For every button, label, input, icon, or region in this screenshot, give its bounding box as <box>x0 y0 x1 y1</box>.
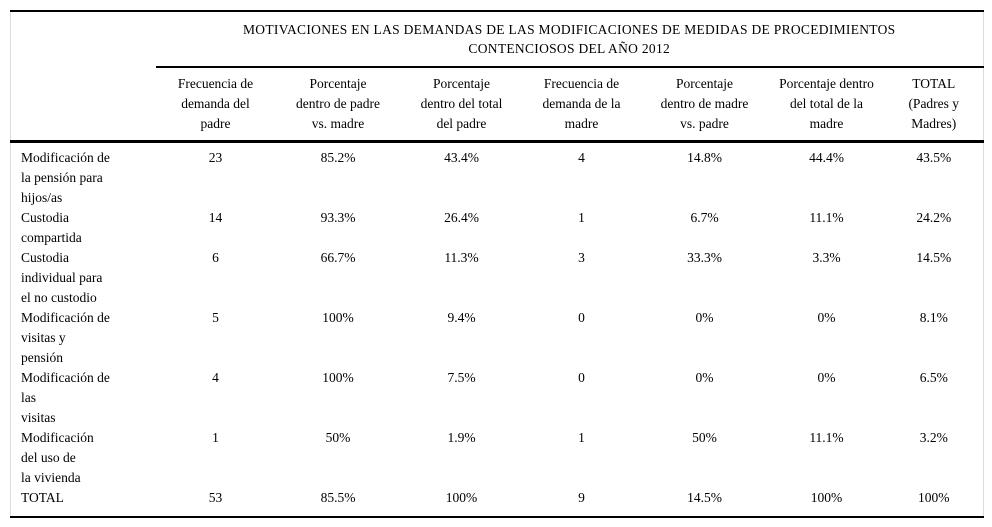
data-cell: 0 <box>578 370 585 385</box>
data-cell: 14.5% <box>687 490 722 505</box>
column-header-porcentaje-padre-vs-madre: Porcentaje dentro de padre vs. madre <box>275 67 401 143</box>
data-cell: 6 <box>212 250 219 265</box>
data-cell: 9.4% <box>447 310 476 325</box>
data-cell: 100% <box>322 310 354 325</box>
data-cell: 26.4% <box>444 210 479 225</box>
table-row: Modificación del uso de la vivienda 1 50… <box>11 428 984 488</box>
row-label: Modificación de visitas y pensión <box>21 310 110 365</box>
corner-header-cell <box>10 67 156 143</box>
column-header-frecuencia-padre: Frecuencia de demanda del padre <box>155 67 276 143</box>
data-cell: 1 <box>578 210 585 225</box>
data-cell: 43.5% <box>916 150 952 165</box>
row-label: Custodia compartida <box>21 210 82 245</box>
row-label: Custodia individual para el no custodio <box>21 250 103 305</box>
data-cell: 24.2% <box>916 210 952 225</box>
data-cell: 1 <box>212 430 219 445</box>
data-cell: 93.3% <box>320 210 356 225</box>
data-cell: 0% <box>817 370 836 385</box>
table-row-total: TOTAL 53 85.5% 100% 9 14.5% 100% 100% <box>11 488 984 517</box>
data-cell: 50% <box>325 430 351 445</box>
table-row: Modificación de las visitas 4 100% 7.5% … <box>11 368 984 428</box>
data-cell: 33.3% <box>687 250 722 265</box>
data-cell: 1.9% <box>447 430 476 445</box>
data-cell: 100% <box>810 490 843 505</box>
data-cell: 85.2% <box>320 150 356 165</box>
data-cell: 9 <box>578 490 585 505</box>
data-cell: 0% <box>695 370 714 385</box>
data-cell: 4 <box>212 370 219 385</box>
data-cell: 11.1% <box>809 430 844 445</box>
header-row: Frecuencia de demanda del padre Porcenta… <box>10 67 984 143</box>
data-cell: 4 <box>578 150 585 165</box>
data-cell: 3 <box>578 250 585 265</box>
data-cell: 43.4% <box>444 150 479 165</box>
data-cell: 0% <box>817 310 836 325</box>
data-cell: 5 <box>212 310 219 325</box>
row-label: TOTAL <box>21 490 64 505</box>
data-cell: 6.7% <box>690 210 719 225</box>
data-cell: 11.1% <box>809 210 844 225</box>
table-row: Custodia individual para el no custodio … <box>11 248 984 308</box>
column-header-porcentaje-madre-vs-padre: Porcentaje dentro de madre vs. padre <box>640 67 769 143</box>
column-header-porcentaje-total-madre: Porcentaje dentro del total de la madre <box>768 67 885 143</box>
data-cell: 85.5% <box>320 490 356 505</box>
data-cell: 23 <box>208 150 223 165</box>
data-cell: 1 <box>578 430 585 445</box>
table-row: Custodia compartida 14 93.3% 26.4% 1 6.7… <box>11 208 984 248</box>
corner-cell <box>11 11 156 67</box>
data-cell: 0 <box>578 310 585 325</box>
data-cell: 50% <box>692 430 717 445</box>
column-header-frecuencia-madre: Frecuencia de demanda de la madre <box>522 67 641 143</box>
data-cell: 14.8% <box>687 150 722 165</box>
data-cell: 11.3% <box>444 250 479 265</box>
data-cell: 7.5% <box>447 370 476 385</box>
data-cell: 100% <box>918 490 950 505</box>
data-cell: 100% <box>322 370 354 385</box>
data-cell: 0% <box>695 310 714 325</box>
column-header-total: TOTAL (Padres y Madres) <box>884 67 984 143</box>
data-cell: 3.2% <box>919 430 948 445</box>
data-cell: 14.5% <box>916 250 952 265</box>
row-label: Modificación de las visitas <box>21 370 110 425</box>
motivations-table: MOTIVACIONES EN LAS DEMANDAS DE LAS MODI… <box>10 10 984 518</box>
data-cell: 14 <box>208 210 223 225</box>
table-row: Modificación de la pensión para hijos/as… <box>11 142 984 209</box>
data-cell: 3.3% <box>812 250 841 265</box>
row-label: Modificación del uso de la vivienda <box>21 430 94 485</box>
row-label: Modificación de la pensión para hijos/as <box>21 150 110 205</box>
table-row: Modificación de visitas y pensión 5 100%… <box>11 308 984 368</box>
data-cell: 66.7% <box>320 250 356 265</box>
table-title: MOTIVACIONES EN LAS DEMANDAS DE LAS MODI… <box>155 11 984 68</box>
data-cell: 100% <box>445 490 478 505</box>
title-row: MOTIVACIONES EN LAS DEMANDAS DE LAS MODI… <box>11 11 984 68</box>
data-cell: 8.1% <box>919 310 948 325</box>
column-header-porcentaje-total-padre: Porcentaje dentro del total del padre <box>400 67 523 143</box>
data-cell: 6.5% <box>919 370 948 385</box>
data-cell: 53 <box>208 490 223 505</box>
data-cell: 44.4% <box>809 150 844 165</box>
